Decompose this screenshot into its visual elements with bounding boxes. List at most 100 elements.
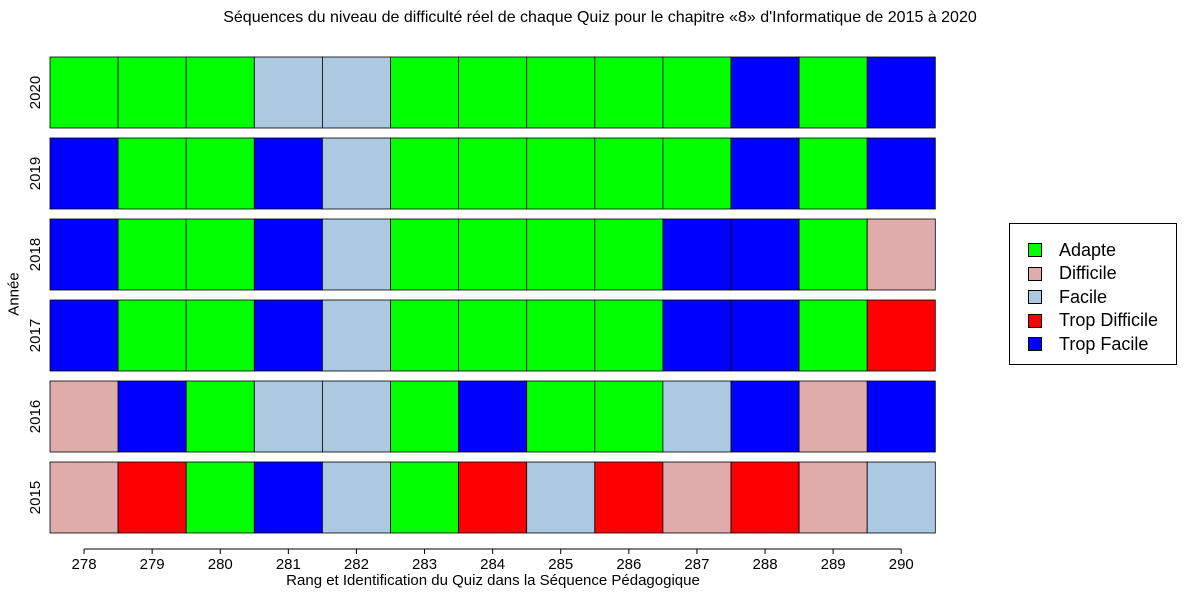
y-tick-label-2019: 2019 xyxy=(27,157,44,190)
heatmap-cell-2020-284 xyxy=(458,56,528,129)
x-tick-label-287: 287 xyxy=(684,556,709,573)
heatmap-cell-2019-279 xyxy=(117,137,187,210)
heatmap-cell-2016-280 xyxy=(185,380,255,453)
heatmap-cell-2019-284 xyxy=(458,137,528,210)
heatmap-cell-2018-286 xyxy=(594,218,664,291)
heatmap-cell-2016-288 xyxy=(730,380,800,453)
heatmap-cell-2020-281 xyxy=(253,56,323,129)
heatmap-cell-2017-286 xyxy=(594,299,664,372)
chart-title: Séquences du niveau de difficulté réel d… xyxy=(223,9,977,26)
x-tick-label-279: 279 xyxy=(140,556,165,573)
heatmap-cell-2015-278 xyxy=(49,461,119,534)
legend-swatch xyxy=(1028,337,1042,351)
heatmap-cell-2016-284 xyxy=(458,380,528,453)
heatmap-cell-2017-280 xyxy=(185,299,255,372)
heatmap-cell-2015-279 xyxy=(117,461,187,534)
legend-swatch xyxy=(1028,313,1042,328)
y-tick-label-2020: 2020 xyxy=(27,76,44,109)
heatmap-cell-2017-287 xyxy=(662,299,732,372)
x-tick-label-290: 290 xyxy=(889,556,914,573)
heatmap-cell-2020-287 xyxy=(662,56,732,129)
heatmap-cell-2018-289 xyxy=(798,218,868,291)
heatmap-cell-2015-282 xyxy=(321,461,391,534)
heatmap-cell-2020-289 xyxy=(798,56,868,129)
heatmap-cell-2020-288 xyxy=(730,56,800,129)
legend-label: Adapte xyxy=(1059,239,1117,260)
heatmap-cell-2015-287 xyxy=(662,461,732,534)
x-tick-label-286: 286 xyxy=(616,556,641,573)
heatmap-cell-2019-280 xyxy=(185,137,255,210)
heatmap-cell-2015-283 xyxy=(390,461,459,534)
heatmap-cell-2020-290 xyxy=(866,56,936,129)
x-tick-label-288: 288 xyxy=(753,556,778,573)
heatmap-cell-2018-285 xyxy=(526,218,596,291)
heatmap-cell-2020-280 xyxy=(185,56,255,129)
heatmap-cell-2020-278 xyxy=(49,56,119,129)
x-tick-label-289: 289 xyxy=(821,556,846,573)
heatmap-cell-2015-288 xyxy=(730,461,800,534)
heatmap-cell-2019-283 xyxy=(390,137,459,210)
heatmap-cell-2018-287 xyxy=(662,218,732,291)
heatmap-cell-2018-290 xyxy=(866,218,936,291)
heatmap-cell-2016-289 xyxy=(798,380,868,453)
y-tick-label-2018: 2018 xyxy=(27,238,44,271)
heatmap-cell-2017-290 xyxy=(866,299,936,372)
heatmap-cell-2016-281 xyxy=(253,380,323,453)
heatmap-cell-2016-285 xyxy=(526,380,596,453)
heatmap-cell-2016-286 xyxy=(594,380,664,453)
heatmap-cell-2016-278 xyxy=(49,380,119,453)
heatmap-cell-2018-288 xyxy=(730,218,800,291)
heatmap-cell-2017-284 xyxy=(458,299,528,372)
heatmap-cell-2018-278 xyxy=(49,218,119,291)
x-axis-label: Rang et Identification du Quiz dans la S… xyxy=(286,572,700,589)
heatmap-cell-2020-286 xyxy=(594,56,664,129)
heatmap-cell-2016-287 xyxy=(662,380,732,453)
heatmap-cell-2020-282 xyxy=(321,56,391,129)
x-tick-label-282: 282 xyxy=(344,556,369,573)
heatmap-cell-2018-283 xyxy=(390,218,459,291)
heatmap-cell-2015-289 xyxy=(798,461,868,534)
legend-label: Difficile xyxy=(1059,263,1117,283)
heatmap-cell-2018-281 xyxy=(253,218,323,291)
x-tick-label-284: 284 xyxy=(480,556,505,573)
heatmap-cell-2016-283 xyxy=(390,380,459,453)
legend-label: Trop Facile xyxy=(1059,333,1149,354)
heatmap-cell-2019-285 xyxy=(526,137,596,210)
heatmap-cell-2019-288 xyxy=(730,137,800,210)
heatmap-cell-2019-290 xyxy=(866,137,936,210)
heatmap-cell-2015-285 xyxy=(526,461,596,534)
heatmap-cell-2018-282 xyxy=(321,218,391,291)
x-tick-label-285: 285 xyxy=(548,556,573,573)
heatmap-cell-2017-282 xyxy=(321,299,391,372)
legend-item: Difficile xyxy=(1028,263,1117,284)
heatmap-cell-2015-280 xyxy=(185,461,255,534)
heatmap-cell-2017-278 xyxy=(49,299,119,372)
heatmap-cell-2017-285 xyxy=(526,299,596,372)
legend-item: Adapte xyxy=(1028,240,1116,260)
y-tick-label-2017: 2017 xyxy=(27,319,44,352)
heatmap-cell-2018-284 xyxy=(458,218,528,291)
heatmap-cell-2017-279 xyxy=(117,299,187,372)
heatmap-cell-2017-288 xyxy=(730,299,800,372)
heatmap-cell-2020-283 xyxy=(390,56,459,129)
legend-swatch xyxy=(1028,243,1042,257)
x-tick-label-281: 281 xyxy=(276,556,301,573)
x-tick-label-278: 278 xyxy=(72,556,97,573)
heatmap-cell-2016-290 xyxy=(866,380,936,453)
heatmap-cell-2015-286 xyxy=(594,461,664,534)
legend-label: Facile xyxy=(1059,286,1108,307)
x-tick-label-283: 283 xyxy=(412,556,437,573)
heatmap-cell-2020-285 xyxy=(526,56,596,129)
heatmap-cell-2018-280 xyxy=(185,218,255,291)
heatmap-cell-2017-289 xyxy=(798,299,868,372)
legend-item: Facile xyxy=(1028,287,1107,307)
heatmap-cell-2019-281 xyxy=(253,137,323,210)
heatmap-cell-2016-282 xyxy=(321,380,391,453)
heatmap-cell-2019-287 xyxy=(662,137,732,210)
legend-label: Trop Difficile xyxy=(1059,310,1159,330)
y-axis-label: Année xyxy=(5,272,23,316)
legend-swatch xyxy=(1028,290,1042,304)
heatmap-cell-2016-279 xyxy=(117,380,187,453)
heatmap-cell-2015-284 xyxy=(458,461,528,534)
